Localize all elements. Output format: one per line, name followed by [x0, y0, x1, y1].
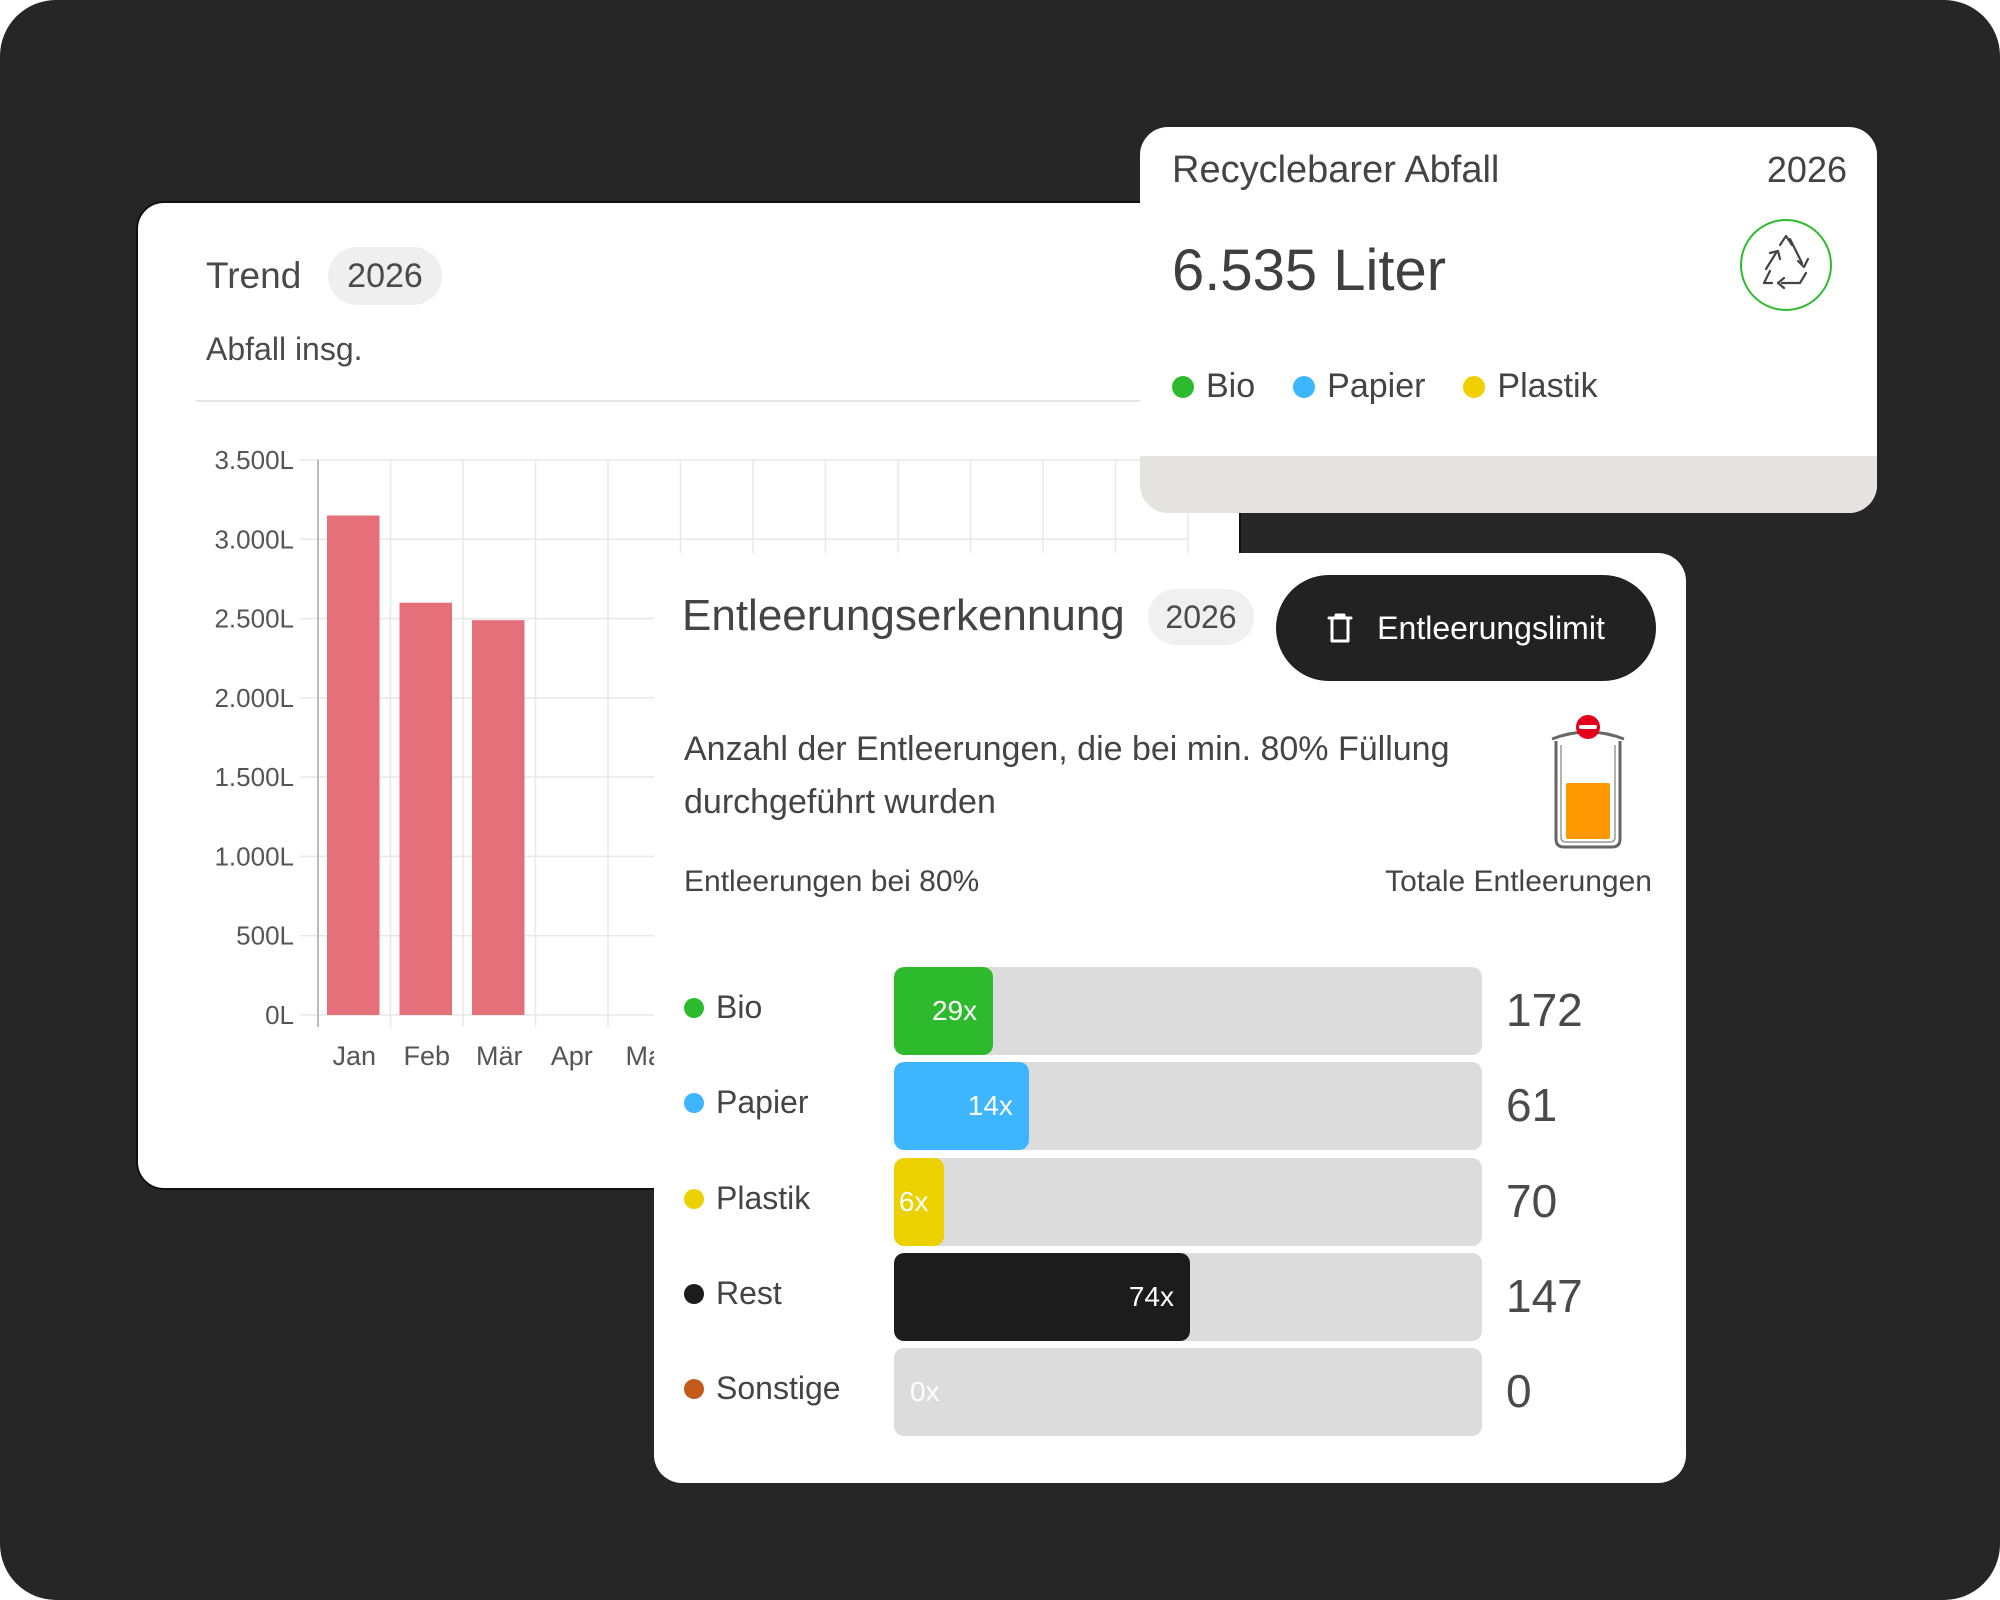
bar-fill-bio: 29x — [894, 967, 994, 1055]
bar-fill-papier: 14x — [894, 1062, 1029, 1150]
row-dot-rest — [684, 1283, 704, 1304]
emptying-title: Entleerungserkennung — [682, 591, 1125, 640]
row-label-papier: Papier — [684, 1084, 809, 1121]
bar-mär — [472, 620, 525, 1015]
row-name-rest: Rest — [716, 1275, 782, 1311]
x-tick-label: Apr — [551, 1041, 593, 1071]
legend-label-bio: Bio — [1206, 367, 1256, 405]
emptying-card: Entleerungserkennung 2026 Entleerungslim… — [654, 553, 1686, 1483]
emptying-year-badge[interactable]: 2026 — [1148, 589, 1254, 645]
bar-count-bio: 29x — [931, 995, 978, 1026]
row-total-plastik: 70 — [1506, 1175, 1558, 1227]
row-label-plastik: Plastik — [684, 1180, 810, 1217]
recycle-card: Recyclebarer Abfall 2026 6.535 Liter — [1140, 127, 1877, 513]
y-tick-label: 2.500L — [214, 604, 294, 634]
y-tick-label: 1.000L — [214, 841, 294, 871]
row-name-bio: Bio — [716, 989, 763, 1025]
y-tick-label: 0L — [265, 1000, 294, 1030]
emptying-row-sonstige: Sonstige 0x 0 — [654, 1348, 1686, 1436]
y-tick-label: 3.000L — [214, 524, 294, 554]
y-tick-label: 2.000L — [214, 683, 294, 713]
row-label-rest: Rest — [684, 1275, 782, 1312]
bar-fill-rest: 74x — [894, 1253, 1190, 1341]
waste-bin-icon — [1551, 715, 1625, 849]
bar-jan — [327, 515, 380, 1015]
emptying-description: Anzahl der Entleerungen, die bei min. 80… — [684, 730, 1450, 821]
row-label-sonstige: Sonstige — [684, 1370, 841, 1407]
row-dot-bio — [684, 997, 704, 1018]
trend-title: Trend — [206, 255, 302, 296]
row-label-bio: Bio — [684, 989, 762, 1026]
bar-track-papier: 14x — [894, 1062, 1482, 1150]
bar-track-sonstige: 0x — [894, 1348, 1482, 1436]
row-dot-sonstige — [684, 1378, 704, 1399]
emptying-limit-label: Entleerungslimit — [1377, 609, 1605, 646]
x-tick-label: Jan — [332, 1041, 376, 1071]
emptying-row-papier: Papier 14x 61 — [654, 1062, 1686, 1150]
emptying-limit-button[interactable]: Entleerungslimit — [1276, 575, 1656, 681]
legend-item-plastik: Plastik — [1463, 367, 1598, 406]
bar-count-plastik: 6x — [898, 1186, 929, 1217]
y-tick-label: 500L — [236, 921, 294, 951]
x-tick-label: Mär — [476, 1041, 523, 1071]
bar-track-rest: 74x — [894, 1253, 1482, 1341]
emptying-row-bio: Bio 29x 172 — [654, 967, 1686, 1055]
y-tick-label: 3.500L — [214, 445, 294, 475]
recycle-legend: Bio Papier Plastik — [1172, 367, 1598, 406]
row-total-papier: 61 — [1506, 1079, 1558, 1131]
row-total-rest: 147 — [1506, 1270, 1583, 1322]
recycle-total-value: 6.535 Liter — [1172, 238, 1447, 303]
y-tick-label: 1.500L — [214, 762, 294, 792]
recycle-card-footer — [1140, 456, 1877, 513]
legend-dot-papier — [1293, 375, 1316, 398]
row-name-sonstige: Sonstige — [716, 1370, 841, 1406]
bar-count-sonstige: 0x — [910, 1376, 940, 1407]
row-total-bio: 172 — [1506, 984, 1583, 1036]
row-name-plastik: Plastik — [716, 1180, 811, 1216]
bar-track-bio: 29x — [894, 967, 1482, 1055]
recycle-icon — [1740, 219, 1832, 311]
recycle-year: 2026 — [1766, 149, 1847, 190]
legend-label-plastik: Plastik — [1497, 367, 1598, 405]
bar-count-papier: 14x — [967, 1090, 1013, 1121]
recycle-title: Recyclebarer Abfall — [1172, 149, 1500, 191]
row-dot-papier — [684, 1092, 704, 1113]
emptying-row-plastik: Plastik 6x 70 — [654, 1158, 1686, 1246]
bar-count-rest: 74x — [1128, 1281, 1174, 1312]
legend-label-papier: Papier — [1327, 367, 1426, 405]
column-label-total: Totale Entleerungen — [1385, 865, 1652, 898]
legend-dot-bio — [1172, 375, 1194, 398]
trend-year-badge[interactable]: 2026 — [328, 247, 442, 305]
legend-item-papier: Papier — [1293, 367, 1425, 406]
bar-feb — [399, 602, 452, 1015]
legend-item-bio: Bio — [1172, 367, 1255, 406]
trash-icon — [1327, 613, 1353, 643]
bar-track-plastik: 6x — [894, 1158, 1482, 1246]
bar-fill-plastik: 6x — [894, 1158, 945, 1246]
column-label-80-percent: Entleerungen bei 80% — [684, 865, 980, 898]
trend-subtitle: Abfall insg. — [206, 331, 363, 367]
row-dot-plastik — [684, 1188, 704, 1209]
emptying-row-rest: Rest 74x 147 — [654, 1253, 1686, 1341]
legend-dot-plastik — [1463, 375, 1486, 398]
trend-divider — [196, 400, 1196, 402]
x-tick-label: Feb — [403, 1041, 450, 1071]
row-total-sonstige: 0 — [1506, 1365, 1532, 1417]
row-name-papier: Papier — [716, 1084, 809, 1120]
